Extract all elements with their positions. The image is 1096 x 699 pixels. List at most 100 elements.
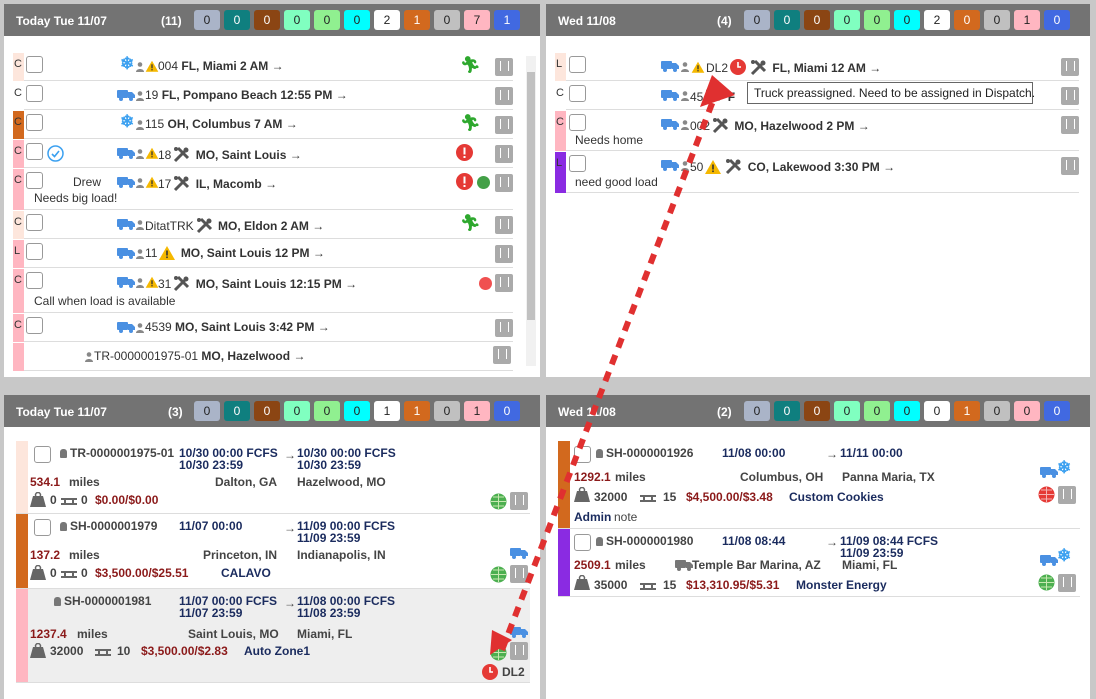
load-checkbox[interactable] — [34, 519, 51, 536]
status-chip[interactable]: 0 — [254, 401, 280, 421]
status-chip[interactable]: 0 — [194, 401, 220, 421]
status-chip[interactable]: 0 — [314, 10, 340, 30]
status-chip[interactable]: 0 — [954, 10, 980, 30]
document-icon[interactable] — [1058, 486, 1076, 504]
document-icon[interactable] — [510, 492, 528, 510]
status-chip[interactable]: 0 — [774, 10, 800, 30]
status-chip[interactable]: 0 — [344, 401, 370, 421]
download-icon[interactable] — [495, 274, 513, 292]
document-icon[interactable] — [1058, 574, 1076, 592]
truck-number[interactable]: 17 — [158, 177, 172, 191]
truck-route[interactable]: 115 OH, Columbus 7 AM → — [145, 117, 298, 131]
download-icon[interactable] — [495, 87, 513, 105]
status-chip[interactable]: 0 — [894, 10, 920, 30]
load-card[interactable]: SH-0000001926 11/08 00:00 → 11/11 00:00 1292… — [558, 441, 1080, 529]
truck-row[interactable]: C Drew 17 IL, Macomb → Needs big load! — [13, 168, 513, 210]
status-chip[interactable]: 0 — [834, 10, 860, 30]
row-checkbox[interactable] — [569, 85, 586, 102]
truck-row[interactable]: C DitatTRK MO, Eldon 2 AM → 🏃︎ — [13, 210, 513, 239]
status-chip[interactable]: 0 — [864, 401, 890, 421]
load-id[interactable]: SH-0000001979 — [60, 519, 157, 533]
truck-row[interactable]: C ❄ 115 OH, Columbus 7 AM → 🏃︎ — [13, 110, 513, 139]
truck-route[interactable]: 19 FL, Pompano Beach 12:55 PM → — [145, 88, 348, 102]
status-chip[interactable]: 0 — [894, 401, 920, 421]
truck-route[interactable]: 45 F — [690, 88, 735, 108]
load-checkbox[interactable] — [34, 446, 51, 463]
document-icon[interactable] — [493, 346, 511, 364]
status-chip[interactable]: 0 — [924, 401, 950, 421]
truck-route[interactable]: 002 MO, Hazelwood 2 PM → — [690, 117, 870, 137]
truck-route[interactable]: DitatTRK MO, Eldon 2 AM → — [145, 217, 324, 237]
customer-name[interactable]: Auto Zone1 — [244, 644, 310, 658]
row-checkbox[interactable] — [26, 114, 43, 131]
row-checkbox[interactable] — [26, 243, 43, 260]
status-chip[interactable]: 0 — [224, 401, 250, 421]
truck-row[interactable]: C 4539 MO, Saint Louis 3:42 PM → — [13, 313, 513, 342]
row-checkbox[interactable] — [26, 317, 43, 334]
truck-route[interactable]: TR-0000001975-01 MO, Hazelwood → — [94, 349, 305, 363]
row-checkbox[interactable] — [569, 155, 586, 172]
row-checkbox[interactable] — [569, 56, 586, 73]
load-card[interactable]: TR-0000001975-01 10/30 00:00 FCFS 10/30 23… — [16, 441, 530, 514]
status-chip[interactable]: 0 — [834, 401, 860, 421]
customer-name[interactable]: Monster Energy — [796, 578, 887, 592]
status-chip[interactable]: 2 — [924, 10, 950, 30]
load-id[interactable]: TR-0000001975-01 — [60, 446, 174, 460]
truck-number[interactable]: DitatTRK — [145, 219, 194, 233]
truck-row[interactable]: L 11 MO, Saint Louis 12 PM → — [13, 239, 513, 268]
download-icon[interactable] — [1061, 157, 1079, 175]
status-chip[interactable]: 0 — [864, 10, 890, 30]
load-card[interactable]: SH-0000001979 11/07 00:00 → 11/09 00:00 FCF… — [16, 514, 530, 589]
status-chip[interactable]: 0 — [1044, 401, 1070, 421]
download-icon[interactable] — [495, 174, 513, 192]
status-chip[interactable]: 0 — [284, 401, 310, 421]
status-chip[interactable]: 1 — [404, 401, 430, 421]
truck-number[interactable]: 115 — [145, 117, 165, 131]
download-icon[interactable] — [495, 245, 513, 263]
download-icon[interactable] — [495, 58, 513, 76]
status-chip[interactable]: 0 — [344, 10, 370, 30]
truck-number[interactable]: 45 — [690, 90, 704, 104]
status-chip[interactable]: 0 — [744, 10, 770, 30]
status-chip[interactable]: 1 — [1014, 10, 1040, 30]
status-chip[interactable]: 0 — [744, 401, 770, 421]
status-chip[interactable]: 0 — [984, 10, 1010, 30]
load-id[interactable]: SH-0000001926 — [596, 446, 693, 460]
truck-number[interactable]: DL2 — [706, 61, 729, 75]
truck-route[interactable]: 50 CO, Lakewood 3:30 PM → — [690, 158, 895, 178]
truck-row[interactable]: C 18 MO, Saint Louis → — [13, 139, 513, 168]
status-chip[interactable]: 1 — [404, 10, 430, 30]
truck-route[interactable]: 4539 MO, Saint Louis 3:42 PM → — [145, 320, 330, 334]
truck-row[interactable]: L 50 CO, Lakewood 3:30 PM → need good load — [555, 151, 1079, 193]
truck-number[interactable]: 11 — [145, 246, 158, 260]
truck-route[interactable]: 18 MO, Saint Louis → — [158, 146, 302, 166]
row-checkbox[interactable] — [26, 56, 43, 73]
status-chip[interactable]: 0 — [434, 401, 460, 421]
status-chip[interactable]: 2 — [374, 10, 400, 30]
status-chip[interactable]: 0 — [254, 10, 280, 30]
truck-route[interactable]: DL2 FL, Miami 12 AM → — [690, 59, 881, 79]
row-checkbox[interactable] — [26, 214, 43, 231]
truck-route[interactable]: 11 MO, Saint Louis 12 PM → — [145, 246, 325, 263]
truck-row[interactable]: TR-0000001975-01 MO, Hazelwood → — [13, 342, 513, 371]
load-checkbox[interactable] — [574, 534, 591, 551]
load-id[interactable]: SH-0000001981 — [54, 594, 151, 608]
document-icon[interactable] — [510, 642, 528, 660]
truck-number[interactable]: TR-0000001975-01 — [94, 349, 199, 363]
truck-number[interactable]: 4539 — [145, 320, 172, 334]
truck-row[interactable]: C 19 FL, Pompano Beach 12:55 PM → — [13, 81, 513, 110]
status-chip[interactable]: 7 — [464, 10, 490, 30]
truck-row[interactable]: L DL2 FL, Miami 12 AM → — [555, 52, 1079, 81]
truck-number[interactable]: 31 — [158, 277, 172, 291]
status-chip[interactable]: 0 — [194, 10, 220, 30]
truck-row[interactable]: C 31 MO, Saint Louis 12:15 PM → Call when … — [13, 268, 513, 313]
status-chip[interactable]: 0 — [1044, 10, 1070, 30]
customer-name[interactable]: Custom Cookies — [789, 490, 884, 504]
status-chip[interactable]: 0 — [494, 401, 520, 421]
scrollbar-thumb[interactable] — [527, 72, 535, 320]
status-chip[interactable]: 0 — [314, 401, 340, 421]
truck-number[interactable]: 004 — [158, 59, 179, 73]
download-icon[interactable] — [495, 216, 513, 234]
status-chip[interactable]: 0 — [1014, 401, 1040, 421]
truck-number[interactable]: 18 — [158, 148, 172, 162]
